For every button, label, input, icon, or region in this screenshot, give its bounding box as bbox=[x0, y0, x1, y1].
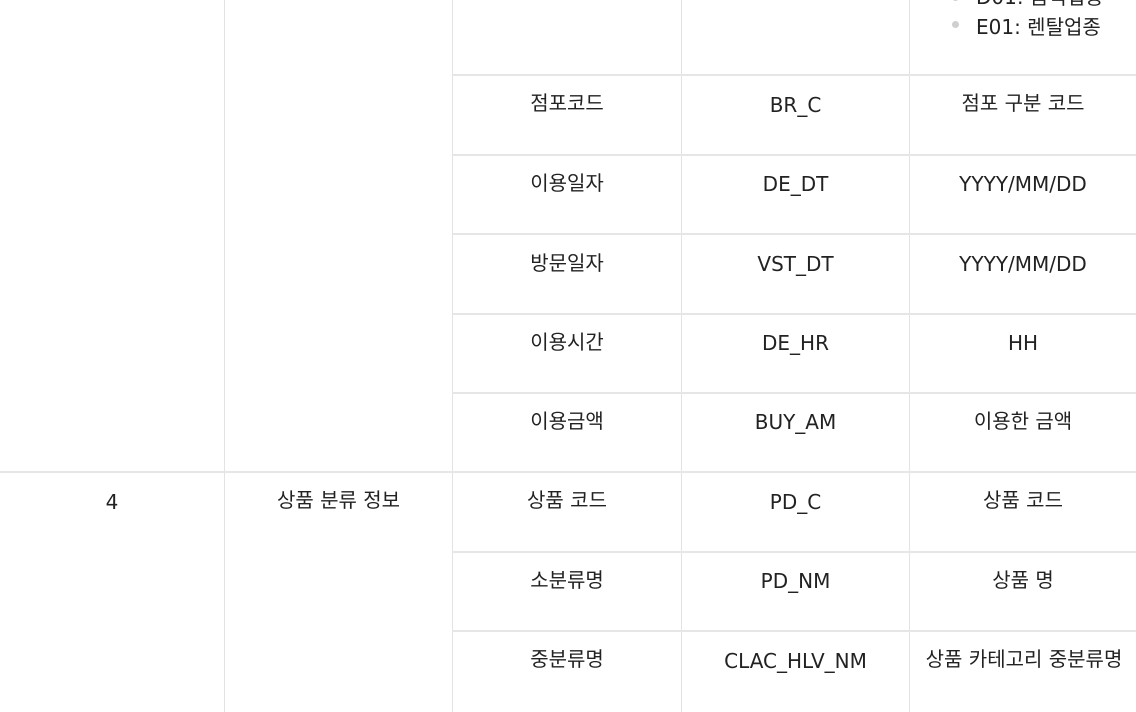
field-code-cell: PD_C bbox=[769, 490, 822, 514]
field-name-cell: 이용일자 bbox=[530, 171, 604, 195]
row-divider bbox=[452, 630, 1136, 632]
bullet-icon bbox=[952, 0, 959, 1]
field-code-cell: DE_DT bbox=[762, 172, 829, 196]
field-name-cell: 이용금액 bbox=[530, 409, 604, 433]
field-code-cell: VST_DT bbox=[757, 252, 834, 276]
bullet-icon bbox=[952, 21, 959, 28]
column-divider bbox=[681, 0, 682, 712]
field-name-cell: 소분류명 bbox=[530, 568, 604, 592]
row-divider bbox=[452, 313, 1136, 315]
row-divider bbox=[452, 233, 1136, 235]
field-code-cell: CLAC_HLV_NM bbox=[724, 649, 867, 673]
field-desc-cell: 상품 명 bbox=[992, 568, 1054, 592]
field-desc-cell: 상품 카테고리 중분류명 bbox=[925, 647, 1123, 671]
group-number-cell: 4 bbox=[105, 490, 119, 514]
field-name-cell: 이용시간 bbox=[530, 330, 604, 354]
column-divider bbox=[224, 0, 225, 712]
field-name-cell: 상품 코드 bbox=[527, 488, 607, 512]
column-divider bbox=[452, 0, 453, 712]
field-code-cell: BR_C bbox=[769, 93, 822, 117]
field-desc-cell: 점포 구분 코드 bbox=[961, 91, 1085, 115]
field-code-cell: BUY_AM bbox=[754, 410, 837, 434]
field-code-cell: DE_HR bbox=[762, 331, 829, 355]
row-divider bbox=[452, 551, 1136, 553]
column-divider bbox=[909, 0, 910, 712]
field-desc-cell: 상품 코드 bbox=[983, 488, 1063, 512]
list-item-text: E01: 렌탈업종 bbox=[976, 15, 1101, 39]
row-divider bbox=[452, 154, 1136, 156]
field-name-cell: 방문일자 bbox=[530, 251, 604, 275]
field-desc-cell: 이용한 금액 bbox=[973, 409, 1073, 433]
field-desc-cell: YYYY/MM/DD bbox=[959, 172, 1087, 196]
row-divider bbox=[452, 392, 1136, 394]
group-title-cell: 상품 분류 정보 bbox=[276, 488, 401, 512]
field-code-cell: PD_NM bbox=[760, 569, 831, 593]
row-divider bbox=[452, 74, 1136, 76]
group-divider bbox=[0, 471, 1136, 473]
list-item-text: D01: 음식업종 bbox=[976, 0, 1104, 10]
field-name-cell: 중분류명 bbox=[530, 647, 604, 671]
field-desc-cell: YYYY/MM/DD bbox=[959, 252, 1087, 276]
field-desc-cell: HH bbox=[1007, 331, 1039, 355]
field-name-cell: 점포코드 bbox=[530, 91, 604, 115]
